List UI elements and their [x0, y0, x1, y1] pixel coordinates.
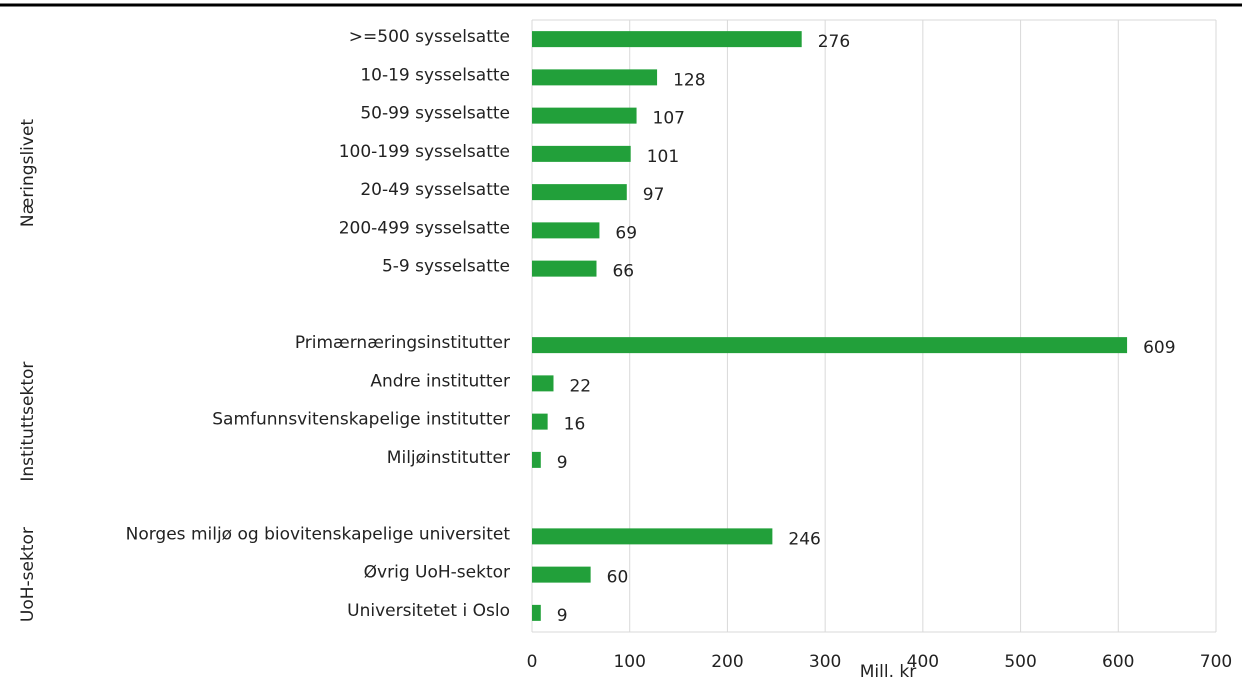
- bar: [532, 604, 541, 621]
- y-tick-label: Øvrig UoH-sektor: [364, 563, 510, 583]
- y-tick-label: Samfunnsvitenskapelige institutter: [212, 410, 510, 430]
- bar: [532, 528, 773, 545]
- y-tick-label: Norges miljø og biovitenskapelige univer…: [126, 524, 511, 544]
- x-tick-label: 600: [1102, 652, 1134, 672]
- value-label: 609: [1143, 338, 1175, 358]
- value-label: 22: [569, 376, 591, 396]
- x-tick-label: 700: [1200, 652, 1232, 672]
- bar: [532, 337, 1128, 354]
- bar: [532, 413, 548, 430]
- y-tick-label: Miljøinstitutter: [387, 448, 510, 468]
- value-label: 9: [557, 606, 568, 626]
- y-tick-label: 20-49 sysselsatte: [360, 180, 510, 200]
- group-label: UoH-sektor: [18, 527, 38, 622]
- y-tick-label: 50-99 sysselsatte: [360, 104, 510, 124]
- x-axis-label: Mill. kr: [860, 662, 916, 682]
- x-tick-label: 400: [907, 652, 939, 672]
- x-tick-label: 500: [1004, 652, 1036, 672]
- bar: [532, 375, 554, 392]
- value-label: 66: [612, 262, 634, 282]
- bar: [532, 222, 600, 239]
- bar: [532, 69, 658, 86]
- group-label: Instituttsektor: [18, 362, 38, 482]
- value-label: 101: [647, 147, 679, 167]
- y-tick-label: 10-19 sysselsatte: [360, 65, 510, 85]
- y-tick-label: >=500 sysselsatte: [349, 27, 510, 47]
- group-label: Næringslivet: [18, 119, 38, 228]
- bar: [532, 107, 637, 124]
- value-label: 16: [564, 415, 586, 435]
- value-label: 107: [653, 109, 685, 129]
- x-tick-label: 200: [711, 652, 743, 672]
- value-label: 60: [607, 568, 629, 588]
- x-tick-label: 0: [527, 652, 538, 672]
- value-label: 9: [557, 453, 568, 473]
- bar: [532, 145, 631, 162]
- value-label: 276: [818, 32, 850, 52]
- value-label: 246: [788, 529, 820, 549]
- value-label: 128: [673, 70, 705, 90]
- bar: [532, 566, 591, 583]
- y-tick-label: Primærnæringsinstitutter: [295, 333, 510, 353]
- bar: [532, 260, 597, 277]
- value-label: 69: [615, 223, 637, 243]
- y-tick-label: 5-9 sysselsatte: [382, 257, 510, 277]
- x-tick-label: 100: [613, 652, 645, 672]
- bar: [532, 31, 802, 48]
- y-tick-label: 100-199 sysselsatte: [339, 142, 510, 162]
- x-tick-label: 300: [809, 652, 841, 672]
- value-label: 97: [643, 185, 665, 205]
- y-tick-label: Universitetet i Oslo: [347, 601, 510, 621]
- y-tick-label: Andre institutter: [370, 371, 510, 391]
- bar: [532, 184, 627, 201]
- y-tick-label: 200-499 sysselsatte: [339, 218, 510, 238]
- bar: [532, 451, 541, 468]
